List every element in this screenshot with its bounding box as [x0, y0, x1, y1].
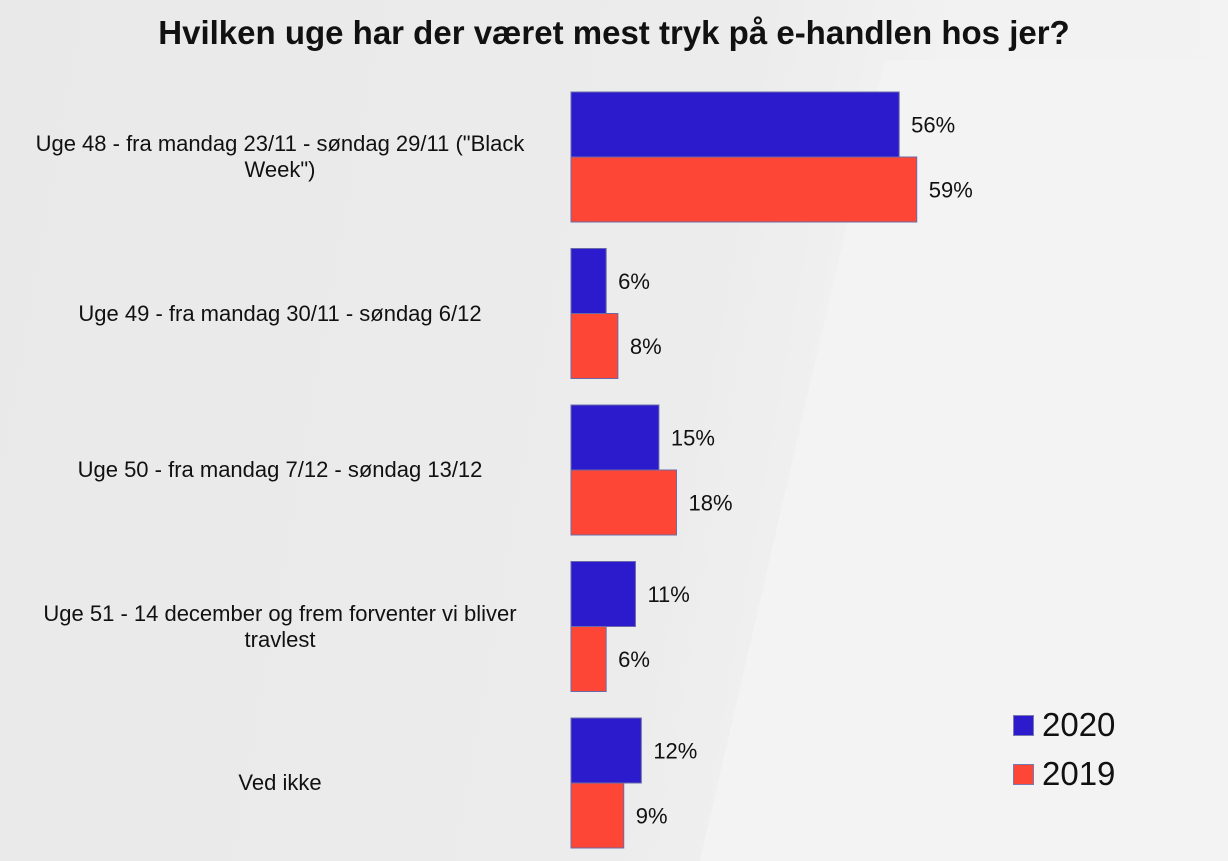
bar-2019	[570, 156, 918, 223]
data-label: 11%	[647, 582, 689, 607]
legend-label: 2020	[1042, 706, 1116, 743]
data-label: 15%	[671, 426, 715, 451]
bar-2019	[570, 626, 607, 692]
data-label: 6%	[618, 647, 650, 672]
data-label: 8%	[630, 334, 662, 359]
legend-swatch-2020	[1013, 714, 1034, 736]
data-label: 9%	[636, 804, 668, 829]
category-label: Uge 50 - fra mandag 7/12 - søndag 13/12	[77, 457, 483, 482]
data-label: 18%	[688, 491, 732, 516]
data-label: 56%	[911, 113, 955, 138]
bar-2020	[570, 248, 607, 314]
bar-2020	[570, 717, 642, 784]
category-label: Uge 48 - fra mandag 23/11 - søndag 29/11…	[35, 131, 525, 182]
data-label: 59%	[929, 178, 973, 203]
legend-item-2019: 2019	[1013, 755, 1115, 793]
category-label: Uge 51 - 14 december og frem forventer v…	[43, 600, 517, 652]
bar-2020	[570, 561, 636, 627]
bar-2019	[570, 782, 625, 849]
legend-label: 2019	[1042, 755, 1116, 792]
legend-swatch-2019	[1013, 763, 1034, 785]
data-label: 6%	[618, 269, 650, 294]
data-label: 12%	[653, 739, 697, 764]
bar-2019	[570, 313, 619, 379]
bar-2020	[570, 91, 900, 158]
bar-2019	[570, 469, 677, 536]
chart-title: Hvilken uge har der været mest tryk på e…	[158, 14, 1070, 51]
category-label: Ved ikke	[238, 770, 322, 795]
bar-2020	[570, 404, 660, 471]
legend-item-2020: 2020	[1013, 706, 1115, 744]
category-label: Uge 49 - fra mandag 30/11 - søndag 6/12	[78, 300, 482, 326]
